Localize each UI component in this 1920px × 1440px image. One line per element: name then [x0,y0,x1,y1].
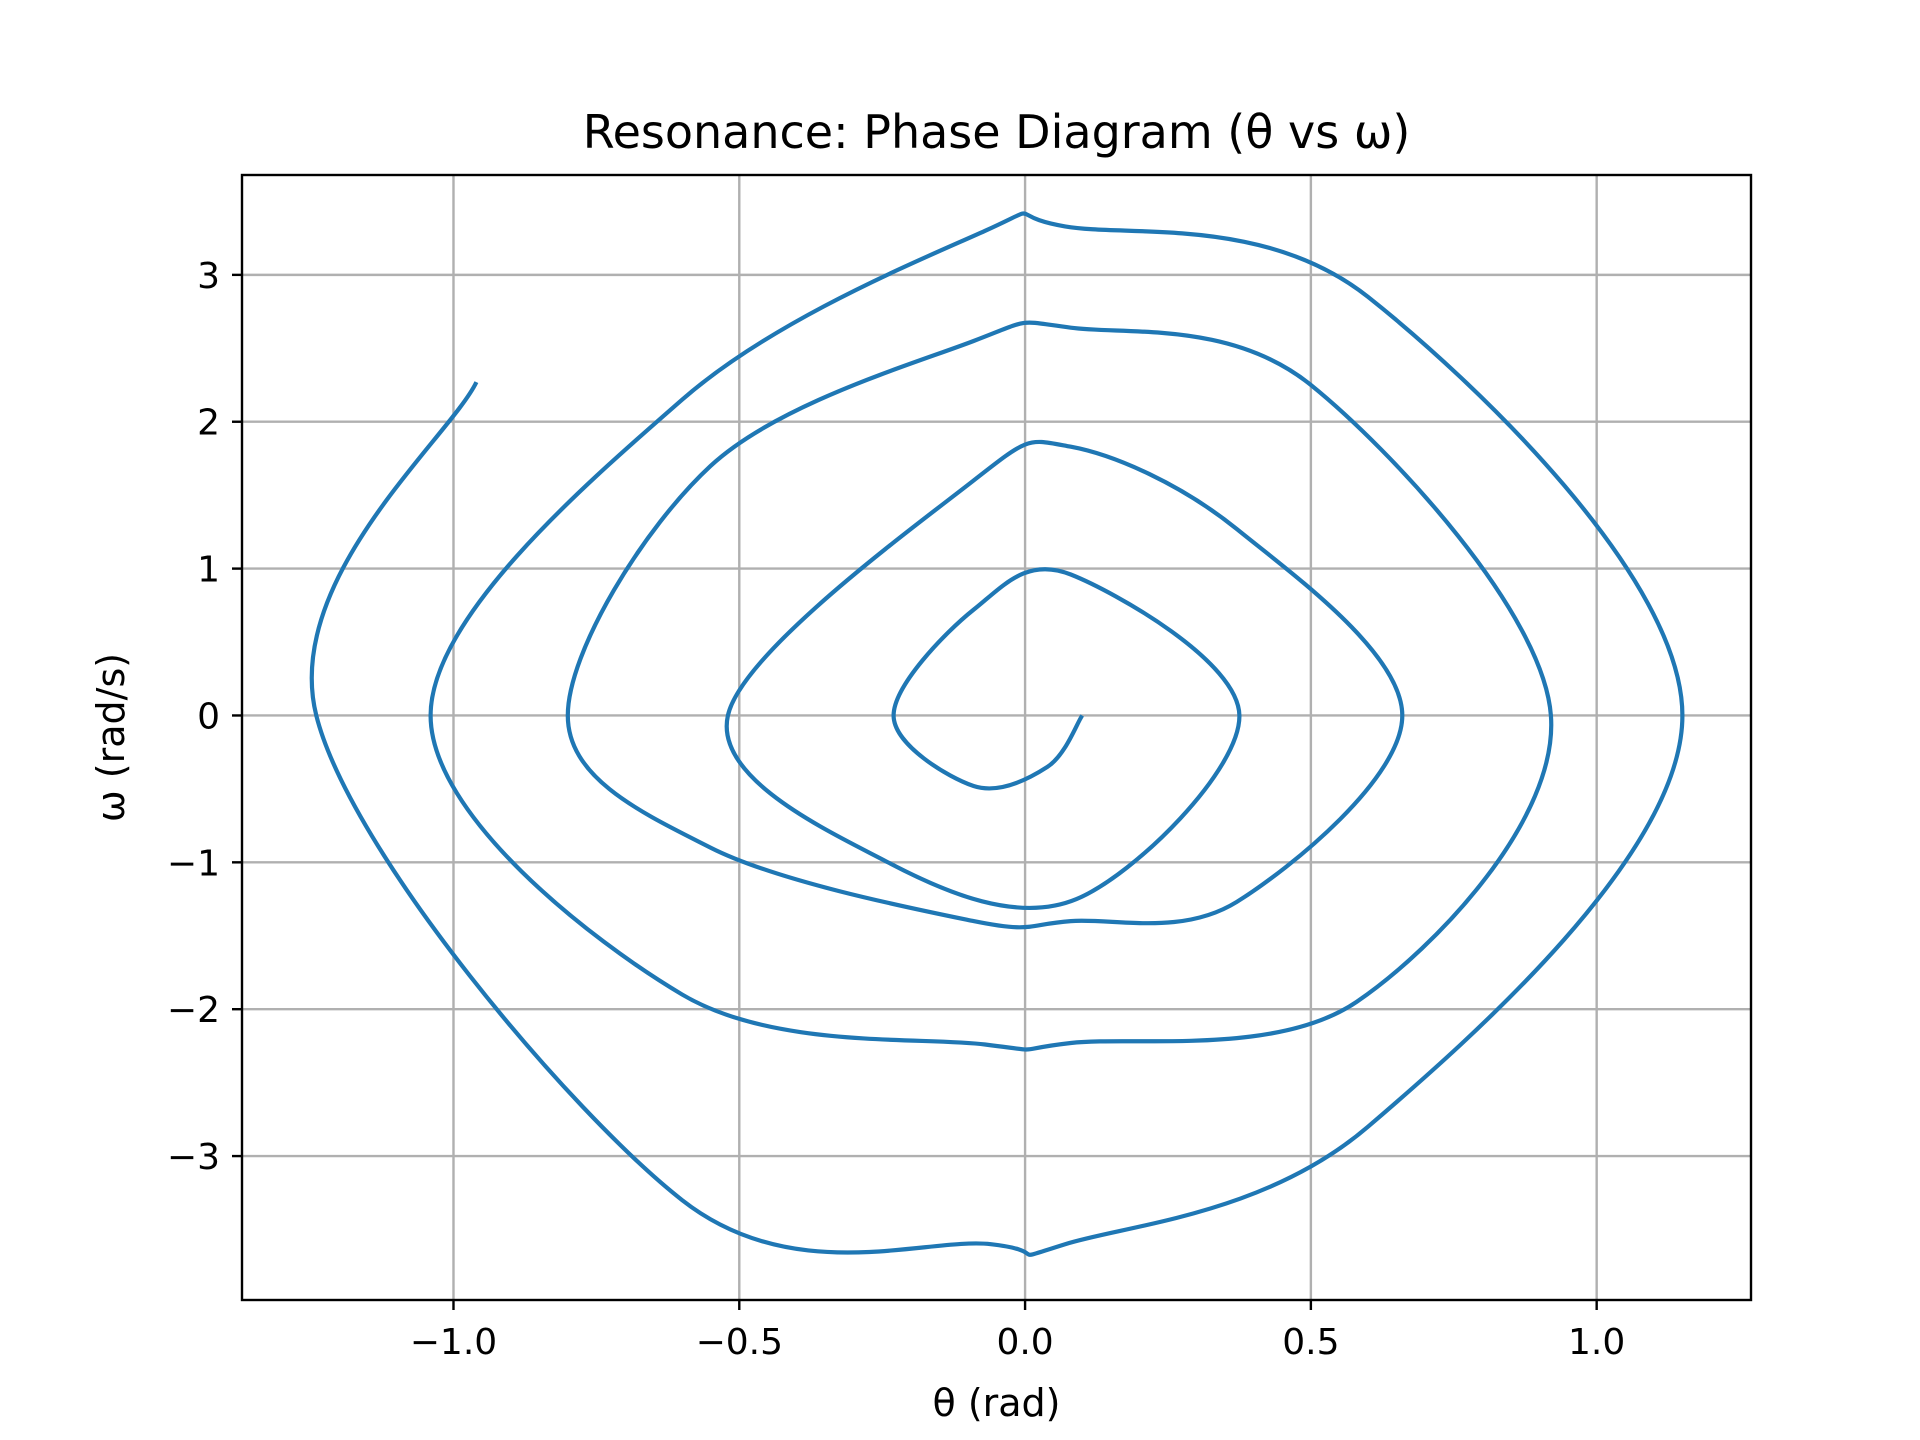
y-tick-label: 0 [197,696,220,737]
y-tick-label: 3 [197,256,220,297]
series-line [309,211,1685,1257]
y-tick-label: −3 [167,1137,220,1178]
axis-ticks: −1.0 −0.5 0.0 0.5 1.0 −3 −2 −1 0 1 2 3 [167,256,1625,1363]
plot-frame [240,173,1753,1302]
x-tick-label: 0.5 [1282,1322,1339,1363]
x-tick-label: −1.0 [410,1322,497,1363]
y-tick-label: −2 [167,990,220,1031]
x-axis-label: θ (rad) [932,1381,1060,1425]
grid [242,175,1751,1300]
x-tick-label: −0.5 [696,1322,783,1363]
x-tick-label: 0.0 [996,1322,1053,1363]
y-tick-label: −1 [167,843,220,884]
y-axis-label: ω (rad/s) [89,653,133,822]
x-tick-label: 1.0 [1568,1322,1625,1363]
y-tick-label: 1 [197,550,220,591]
y-tick-label: 2 [197,403,220,444]
chart-title: Resonance: Phase Diagram (θ vs ω) [583,105,1411,159]
